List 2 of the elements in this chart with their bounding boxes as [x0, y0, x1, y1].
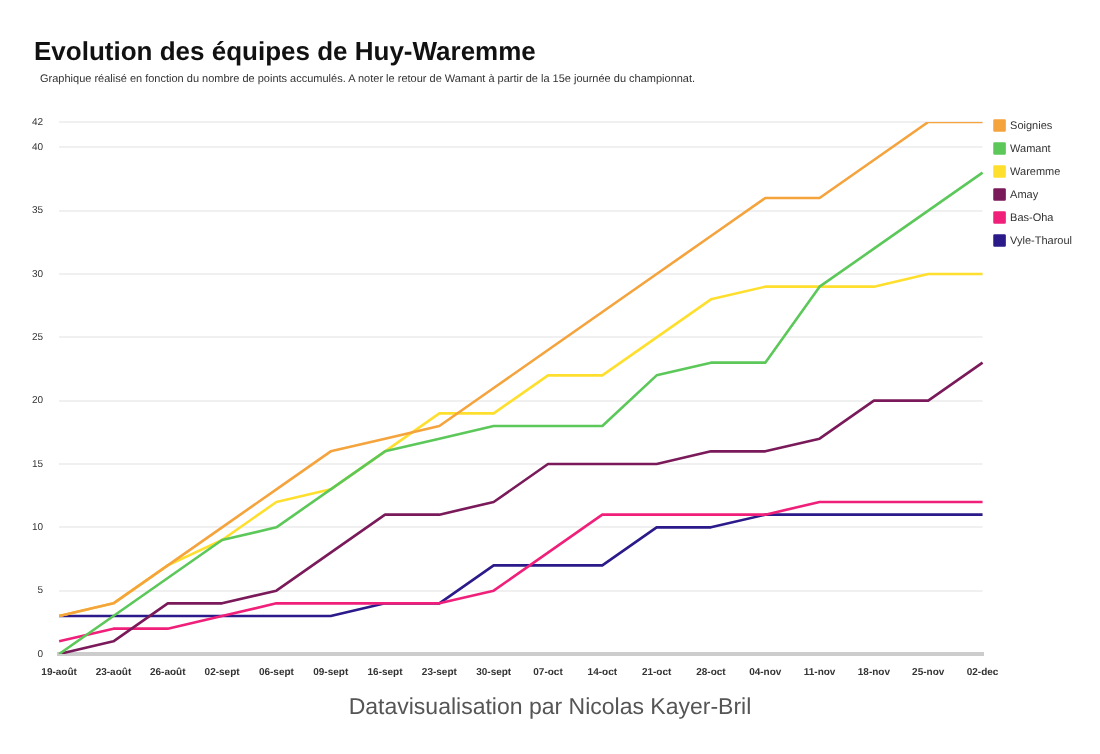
text: Datavisualisation par Nicolas Kayer-Bril — [346, 696, 754, 720]
chart-title: Evolution des équipes de Huy-Waremme — [34, 36, 536, 66]
